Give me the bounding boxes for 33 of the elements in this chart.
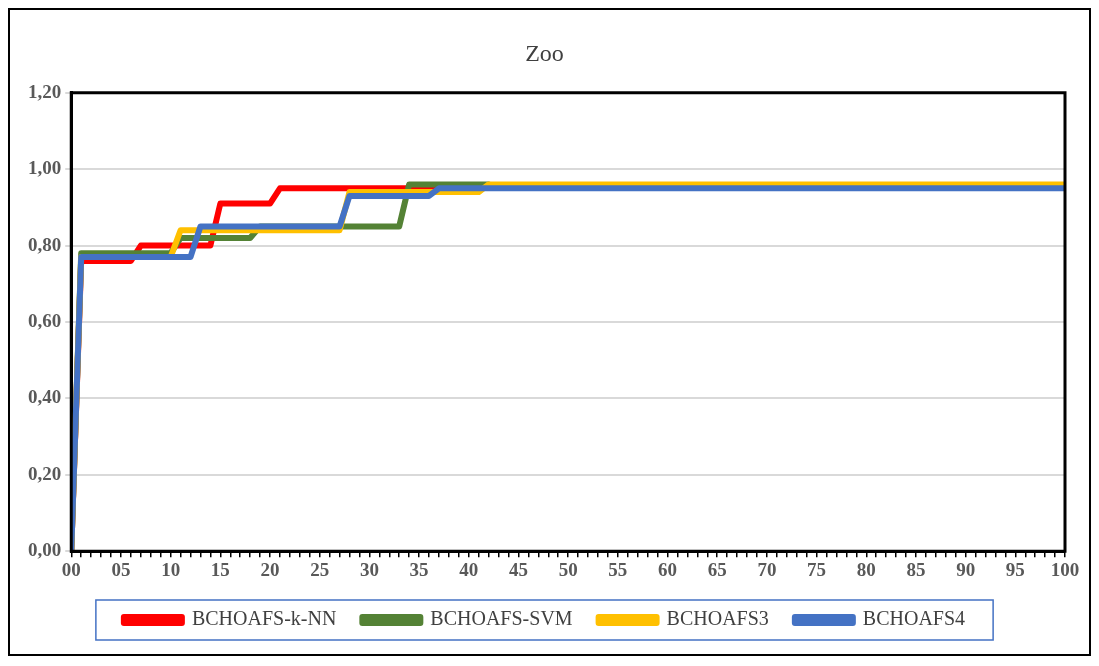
- x-tick-label: 25: [310, 558, 330, 580]
- x-tick-label: 50: [558, 558, 578, 580]
- legend-label: BCHOAFS4: [862, 607, 966, 630]
- x-tick-label: 70: [757, 558, 777, 580]
- x-tick-label: 65: [707, 558, 727, 580]
- x-tick-label: 55: [608, 558, 628, 580]
- x-tick-label: 100: [1050, 558, 1080, 580]
- y-tick-label: 0,60: [28, 309, 62, 331]
- x-tick-label: 85: [906, 558, 926, 580]
- legend-label: BCHOAFS-SVM: [430, 607, 573, 630]
- y-tick-label: 1,00: [28, 157, 62, 179]
- x-tick-label: 05: [111, 558, 131, 580]
- x-tick-label: 95: [1005, 558, 1025, 580]
- y-tick-label: 0,40: [28, 386, 62, 408]
- x-tick-label: 40: [459, 558, 479, 580]
- x-tick-label: 45: [508, 558, 528, 580]
- chart-title: Zoo: [525, 39, 564, 66]
- x-tick-label: 30: [359, 558, 379, 580]
- y-tick-label: 1,20: [28, 80, 62, 102]
- x-tick-label: 60: [658, 558, 677, 580]
- y-tick-label: 0,80: [28, 233, 62, 255]
- x-tick-label: 90: [956, 558, 976, 580]
- x-tick-label: 20: [260, 558, 280, 580]
- x-tick-label: 00: [61, 558, 81, 580]
- x-tick-label: 80: [856, 558, 876, 580]
- legend-label: BCHOAFS3: [666, 607, 769, 630]
- legend-label: BCHOAFS-k-NN: [191, 607, 337, 630]
- x-tick-label: 15: [210, 558, 230, 580]
- y-tick-label: 0,20: [28, 462, 62, 484]
- x-tick-label: 75: [807, 558, 827, 580]
- y-tick-label: 0,00: [28, 539, 62, 561]
- x-tick-label: 10: [161, 558, 181, 580]
- x-tick-label: 35: [409, 558, 429, 580]
